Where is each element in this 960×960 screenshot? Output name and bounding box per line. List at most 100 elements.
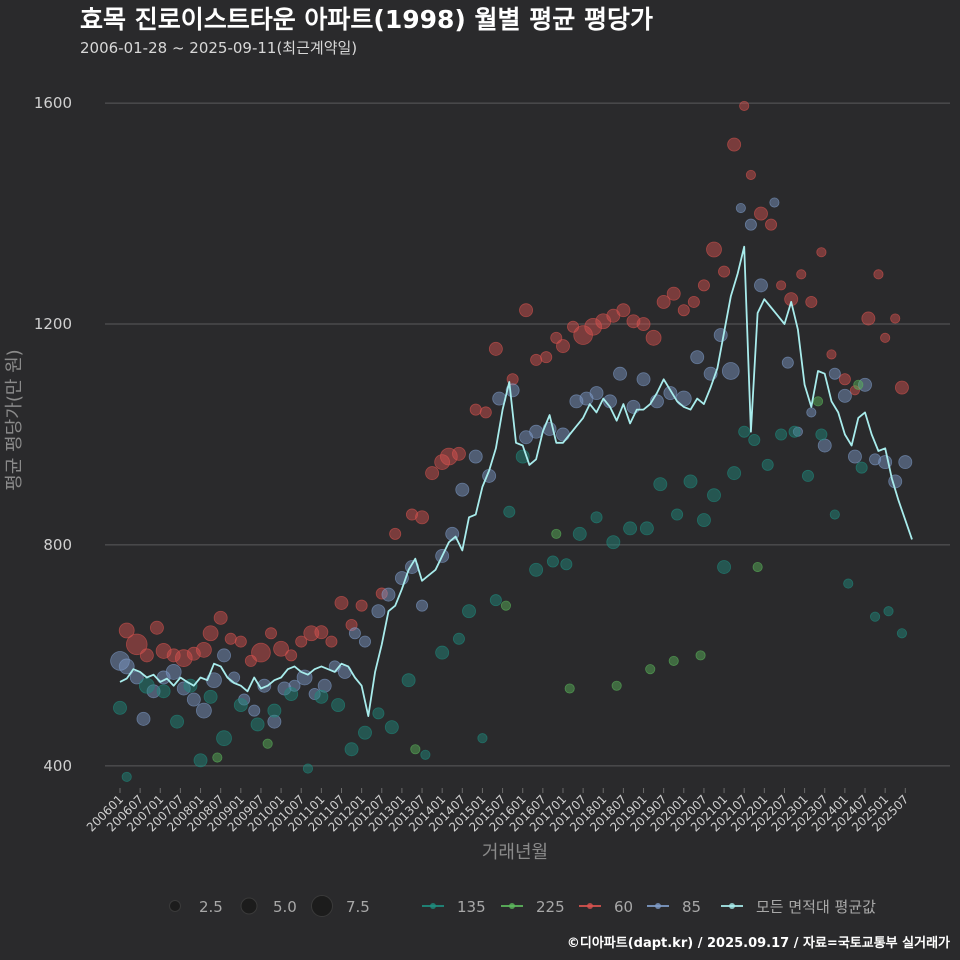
scatter-point-85 (754, 278, 768, 293)
scatter-point-85 (847, 449, 862, 464)
scatter-point-60 (405, 508, 418, 521)
scatter-point-225 (500, 600, 511, 611)
legend: 2.5 5.0 7.5 135 225 60 85 모든 면적대 평균값 (169, 895, 876, 917)
scatter-point-135 (121, 771, 132, 782)
scatter-point-85 (556, 427, 570, 442)
scatter-point-60 (556, 339, 570, 354)
scatter-point-85 (898, 455, 913, 470)
scatter-point-85 (146, 684, 161, 699)
legend-label: 60 (614, 898, 633, 916)
y-axis-ticks: 400 800 1200 1600 (34, 94, 72, 775)
scatter-point-60 (697, 279, 710, 292)
scatter-point-60 (149, 620, 164, 635)
caption: ©디아파트(dapt.kr) / 2025.09.17 / 자료=국토교통부 실… (567, 935, 950, 951)
scatter-point-60 (195, 641, 212, 658)
scatter-point-60 (656, 294, 671, 309)
scatter-point-60 (765, 218, 778, 231)
scatter-points (110, 100, 913, 782)
scatter-point-85 (455, 482, 470, 497)
scatter-point-85 (626, 399, 641, 414)
scatter-point-60 (873, 269, 884, 280)
x-axis-ticks: 2006012006072007012007072008012008072009… (84, 788, 911, 835)
scatter-point-60 (636, 317, 651, 331)
scatter-point-60 (880, 332, 891, 343)
scatter-point-60 (816, 247, 827, 258)
scatter-point-225 (551, 528, 562, 539)
scatter-point-135 (683, 474, 698, 489)
scatter-point-60 (479, 406, 492, 419)
scatter-point-60 (849, 385, 860, 396)
scatter-point-60 (451, 446, 466, 461)
scatter-point-85 (806, 407, 817, 418)
scatter-point-85 (288, 679, 301, 692)
scatter-point-135 (727, 466, 742, 481)
chart-title: 효목 진로이스트타운 아파트(1998) 월별 평균 평당가 (80, 5, 653, 34)
scatter-point-135 (748, 433, 761, 446)
scatter-point-60 (139, 648, 154, 663)
scatter-point-85 (744, 218, 757, 231)
scatter-point-85 (118, 658, 135, 675)
scatter-point-135 (401, 673, 416, 688)
size-legend-dot (240, 897, 258, 915)
scatter-point-60 (718, 265, 731, 278)
scatter-point-60 (213, 610, 228, 625)
scatter-point-60 (754, 206, 768, 221)
scatter-point-85 (468, 449, 483, 464)
x-axis-title: 거래년월 (482, 842, 548, 863)
scatter-point-85 (735, 203, 746, 214)
scatter-point-135 (216, 730, 232, 747)
legend-label: 135 (457, 898, 486, 916)
scatter-point-135 (761, 458, 774, 471)
scatter-point-225 (853, 379, 864, 390)
legend-key-dot (509, 903, 515, 909)
scatter-point-135 (653, 477, 668, 492)
scatter-point-135 (606, 535, 621, 550)
scatter-point-60 (285, 649, 298, 662)
scatter-point-60 (687, 295, 700, 308)
scatter-point-60 (314, 625, 329, 640)
scatter-point-60 (234, 635, 247, 648)
scatter-point-60 (894, 380, 909, 395)
scatter-point-60 (727, 137, 742, 152)
scatter-point-60 (796, 269, 807, 280)
scatter-point-135 (671, 508, 684, 521)
scatter-point-60 (224, 632, 237, 645)
grid (105, 102, 950, 767)
scatter-point-135 (203, 689, 218, 704)
scatter-point-60 (739, 100, 750, 111)
scatter-point-135 (462, 604, 476, 619)
scatter-point-85 (416, 599, 429, 612)
average-line-group (119, 245, 913, 717)
scatter-point-60 (776, 280, 787, 291)
size-legend-dot (311, 895, 333, 917)
scatter-point-135 (855, 461, 868, 474)
scatter-point-135 (870, 611, 881, 622)
scatter-point-135 (384, 720, 399, 735)
scatter-point-60 (265, 627, 278, 640)
scatter-point-60 (166, 648, 181, 663)
scatter-point-60 (251, 642, 271, 663)
scatter-point-135 (156, 684, 171, 699)
scatter-point-85 (817, 438, 832, 453)
y-tick-label: 1200 (34, 315, 72, 333)
scatter-point-60 (861, 311, 876, 326)
scatter-point-60 (706, 241, 722, 258)
scatter-point-60 (666, 286, 681, 301)
scatter-point-135 (560, 558, 573, 571)
scatter-point-60 (273, 640, 289, 657)
average-line (119, 245, 913, 717)
scatter-point-85 (869, 453, 882, 466)
scatter-point-85 (165, 664, 182, 680)
scatter-point-85 (828, 367, 841, 380)
scatter-point-85 (529, 424, 544, 439)
scatter-point-225 (410, 744, 421, 755)
scatter-point-135 (815, 428, 828, 441)
scatter-point-135 (590, 511, 603, 524)
scatter-point-135 (331, 698, 346, 713)
scatter-point-60 (415, 510, 429, 525)
scatter-point-60 (469, 403, 482, 416)
scatter-point-85 (195, 702, 212, 719)
scatter-point-135 (284, 687, 299, 701)
scatter-point-135 (801, 469, 814, 482)
